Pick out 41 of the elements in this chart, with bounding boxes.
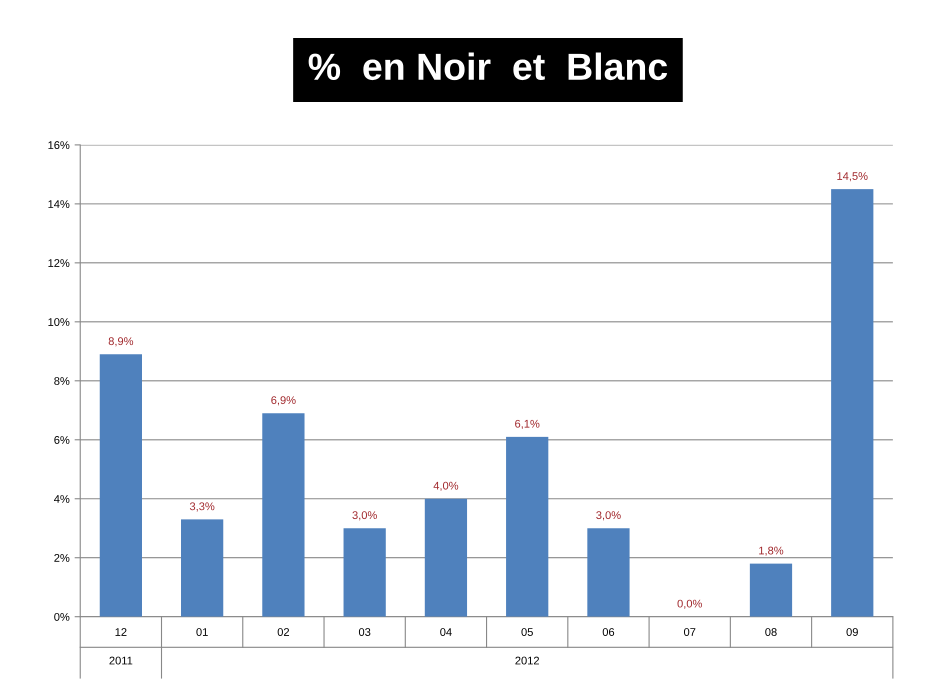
y-tick-label: 2% [54,554,70,562]
bar [181,519,224,617]
y-tick-label: 16% [48,141,70,150]
data-label: 3,0% [352,511,377,520]
bar [750,564,792,617]
x-tick-label: 02 [278,628,290,636]
y-tick-label: 8% [54,377,70,385]
text: 2011 [109,656,132,665]
x-tick-label: 12 [116,628,126,636]
bar [506,436,548,617]
y-tick-label: 0% [54,612,70,621]
x-tick-label: 05 [521,628,533,636]
x-tick-label: 04 [440,628,452,636]
data-label: 3,3% [190,502,214,512]
chart-title: % en Noir et Blanc [308,52,668,80]
bar [831,189,874,617]
data-label: 14,5% [837,172,868,182]
bar [587,528,630,617]
data-label: 6,1% [515,420,540,429]
x-tick-label: 06 [602,628,614,636]
y-tick-label: 6% [54,436,70,444]
data-label: 4,0% [434,482,458,491]
y-tick-label: 4% [54,495,70,503]
bar [100,354,142,617]
x-tick-label: 03 [358,628,370,636]
text: 2012 [515,656,539,665]
x-tick-label: 07 [684,628,696,636]
data-label: 1,8% [759,546,784,556]
y-tick-label: 14% [48,200,70,208]
bar [262,413,305,617]
x-tick-label: 08 [765,628,777,636]
bar [344,528,386,617]
x-tick-label: 09 [846,628,858,636]
data-label: 8,9% [108,337,134,346]
y-tick-label: 10% [48,318,70,326]
y-tick-label: 12% [48,259,70,267]
x-tick-label: 01 [196,628,208,636]
data-label: 6,9% [271,396,296,406]
data-label: 3,0% [596,511,621,520]
data-label: 0,0% [677,600,702,609]
bar [424,498,468,617]
